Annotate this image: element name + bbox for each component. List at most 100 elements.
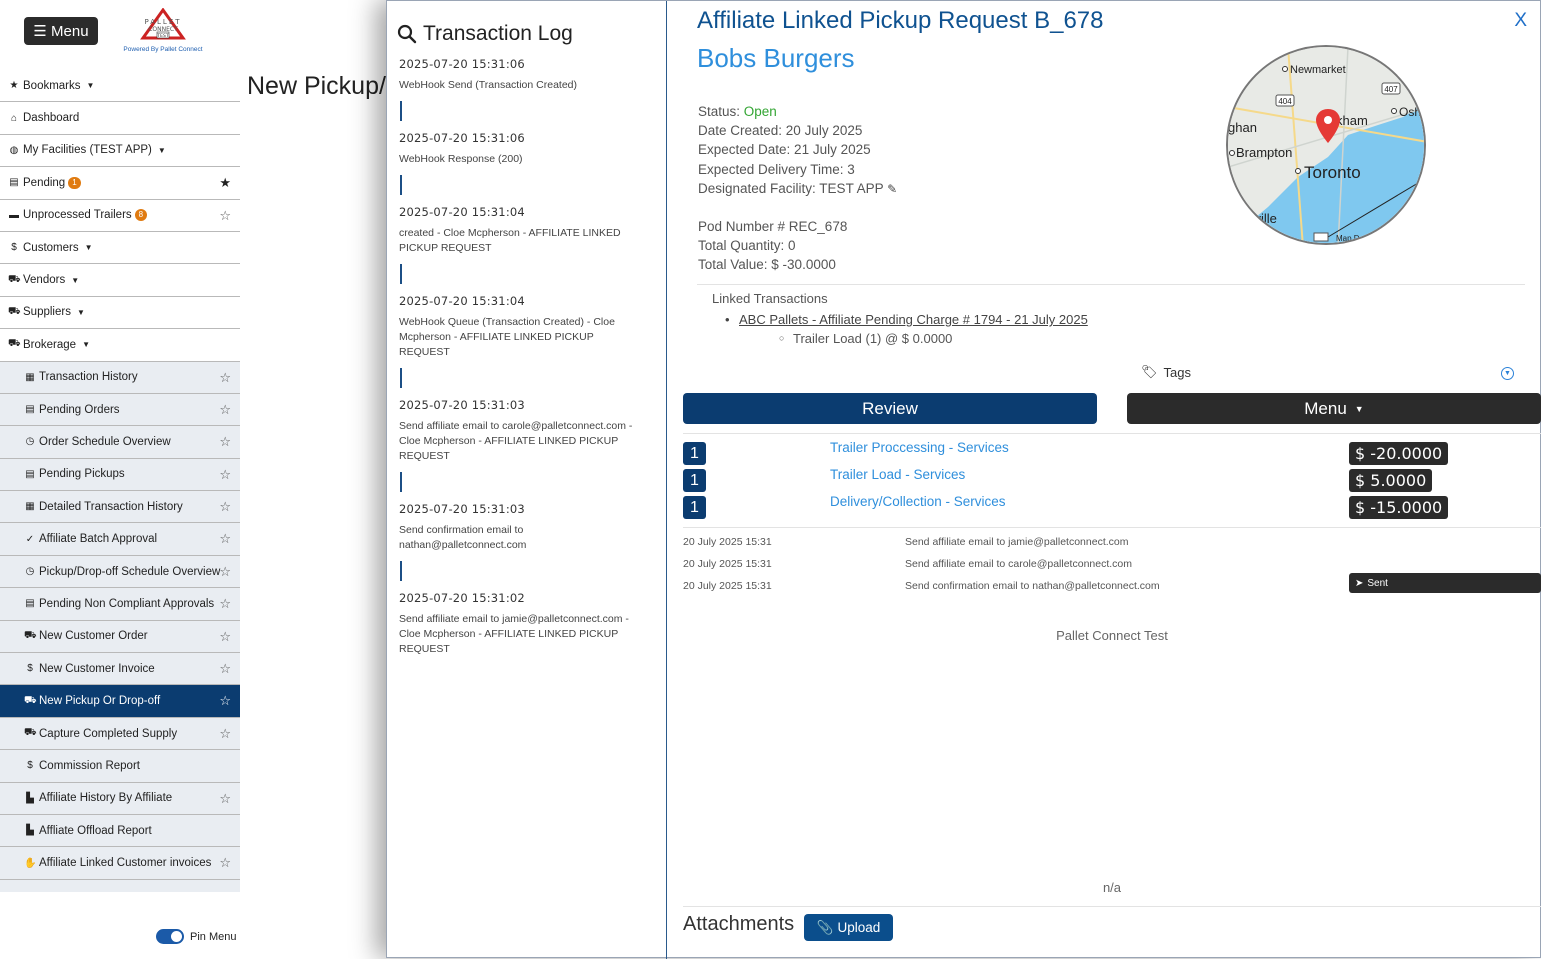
sidebar-item-my-facilities[interactable]: ◍ My Facilities (TEST APP) ▼ bbox=[0, 134, 240, 168]
sidebar-item-label: My Facilities (TEST APP) bbox=[23, 144, 152, 157]
sidebar-item-order-schedule-overview[interactable]: ◷ Order Schedule Overview ☆ bbox=[0, 426, 240, 459]
star-outline-icon[interactable]: ☆ bbox=[219, 596, 231, 612]
sidebar-item-transaction-history[interactable]: ▦ Transaction History ☆ bbox=[0, 361, 240, 394]
log-desc: Send affiliate email to carole@palletcon… bbox=[399, 420, 633, 462]
tags-dropdown-icon[interactable]: ▼ bbox=[1501, 367, 1514, 380]
star-outline-icon[interactable]: ☆ bbox=[219, 499, 231, 515]
email-message: Send affiliate email to carole@palletcon… bbox=[905, 558, 1133, 570]
sidebar-item-dashboard[interactable]: ⌂ Dashboard bbox=[0, 102, 240, 135]
pin-menu-toggle[interactable] bbox=[156, 929, 184, 944]
sidebar-item-pending-orders[interactable]: ▤ Pending Orders ☆ bbox=[0, 393, 240, 427]
map-label-407: 407 bbox=[1384, 85, 1398, 94]
sidebar-item-label: Pending Non Compliant Approvals bbox=[39, 597, 215, 610]
sidebar-item-label: Pickup/Drop-off Schedule Overview bbox=[39, 565, 221, 578]
menu-button-label: ☰ Menu bbox=[33, 23, 89, 40]
sidebar-item-customers[interactable]: $ Customers ▼ bbox=[0, 231, 240, 265]
sidebar-item-pending[interactable]: ▤ Pending 1 ★ bbox=[0, 167, 240, 200]
sidebar-item-pending-pickups[interactable]: ▤ Pending Pickups ☆ bbox=[0, 458, 240, 492]
location-map[interactable]: Newmarket 404 407 Osh ghan kham Brampton… bbox=[1226, 45, 1426, 245]
sidebar-item-pickup-dropoff-schedule-overview[interactable]: ◷ Pickup/Drop-off Schedule Overview ☆ bbox=[0, 555, 240, 589]
star-icon[interactable]: ★ bbox=[219, 175, 231, 191]
sidebar-item-suppliers[interactable]: ⛟ Suppliers ▼ bbox=[0, 296, 240, 330]
sidebar-item-affiliate-history-by-affiliate[interactable]: ▙ Affiliate History By Affiliate ☆ bbox=[0, 782, 240, 815]
star-outline-icon[interactable]: ☆ bbox=[219, 693, 231, 709]
caret-down-icon: ▼ bbox=[76, 307, 85, 317]
dollar-icon: $ bbox=[27, 663, 33, 675]
line-item-price: $ -15.0000 bbox=[1349, 496, 1449, 519]
map-label-oshawa: Osh bbox=[1399, 105, 1421, 119]
map-pin-icon[interactable] bbox=[1316, 109, 1340, 143]
star-icon: ★ bbox=[9, 80, 19, 92]
truck-icon: ⛟ bbox=[8, 273, 21, 285]
map-attribution: Map Da bbox=[1336, 234, 1365, 243]
log-time: 2025-07-20 15:31:02 bbox=[399, 591, 525, 605]
star-outline-icon[interactable]: ☆ bbox=[219, 790, 231, 806]
globe-icon: ◍ bbox=[9, 144, 19, 156]
tags-label: Tags bbox=[1163, 364, 1191, 380]
expected-date: Expected Date: 21 July 2025 bbox=[698, 142, 871, 158]
star-outline-icon[interactable]: ☆ bbox=[219, 369, 231, 385]
linked-transaction-link[interactable]: ABC Pallets - Affiliate Pending Charge #… bbox=[725, 312, 1088, 327]
request-menu-button[interactable]: Menu ▼ bbox=[1127, 393, 1541, 424]
dollar-icon: $ bbox=[27, 760, 33, 772]
log-entry: 2025-07-20 15:31:03 Send confirmation em… bbox=[399, 502, 639, 581]
check-icon: ✓ bbox=[25, 533, 35, 545]
transaction-log-panel: Transaction Log 2025-07-20 15:31:06 WebH… bbox=[387, 1, 667, 959]
star-outline-icon[interactable]: ☆ bbox=[219, 466, 231, 482]
dolly-icon: ⛟ bbox=[24, 629, 37, 641]
upload-button[interactable]: 📎 Upload bbox=[804, 914, 893, 941]
edit-icon[interactable]: ✎ bbox=[887, 181, 898, 196]
sidebar-item-unprocessed-trailers[interactable]: ▬ Unprocessed Trailers 8 ☆ bbox=[0, 199, 240, 232]
email-date: 20 July 2025 15:31 bbox=[683, 558, 772, 570]
clock-icon: ◷ bbox=[25, 436, 35, 448]
sidebar-item-pending-non-compliant-approvals[interactable]: ▤ Pending Non Compliant Approvals ☆ bbox=[0, 588, 240, 621]
sidebar-item-new-customer-order[interactable]: ⛟ New Customer Order ☆ bbox=[0, 620, 240, 654]
line-item-service[interactable]: Trailer Load - Services bbox=[830, 467, 966, 482]
sidebar-item-partial[interactable] bbox=[0, 879, 240, 892]
sidebar-item-label: Affiliate Linked Customer invoices bbox=[39, 857, 212, 870]
sidebar-item-vendors[interactable]: ⛟ Vendors ▼ bbox=[0, 264, 240, 297]
star-outline-icon[interactable]: ☆ bbox=[219, 434, 231, 450]
sidebar-item-new-pickup-or-drop-off[interactable]: ⛟ New Pickup Or Drop-off ☆ bbox=[0, 685, 240, 718]
review-button[interactable]: Review bbox=[683, 393, 1097, 424]
count-badge: 8 bbox=[134, 209, 148, 222]
sidebar-item-capture-completed-supply[interactable]: ⛟ Capture Completed Supply ☆ bbox=[0, 717, 240, 751]
pin-menu[interactable]: Pin Menu bbox=[156, 929, 236, 944]
sent-label: Sent bbox=[1367, 577, 1388, 589]
line-item-service[interactable]: Trailer Proccessing - Services bbox=[830, 440, 1009, 455]
sidebar-item-affiliate-linked-customer-invoices[interactable]: ✋ Affiliate Linked Customer invoices ☆ bbox=[0, 847, 240, 880]
star-outline-icon[interactable]: ☆ bbox=[219, 207, 231, 223]
sidebar-item-commission-report[interactable]: $ Commission Report bbox=[0, 750, 240, 783]
star-outline-icon[interactable]: ☆ bbox=[219, 563, 231, 579]
sidebar-item-affliate-offload-report[interactable]: ▙ Affliate Offload Report bbox=[0, 814, 240, 848]
sidebar-item-affiliate-batch-approval[interactable]: ✓ Affiliate Batch Approval ☆ bbox=[0, 523, 240, 556]
logo[interactable]: PALLET CONNECT TEST Powered By Pallet Co… bbox=[118, 8, 208, 56]
map-label-oakville: kville bbox=[1248, 211, 1277, 226]
customer-name[interactable]: Bobs Burgers bbox=[697, 43, 855, 73]
star-outline-icon[interactable]: ☆ bbox=[219, 628, 231, 644]
star-outline-icon[interactable]: ☆ bbox=[219, 401, 231, 417]
designated-facility: Designated Facility: TEST APP bbox=[698, 180, 884, 196]
star-outline-icon[interactable]: ☆ bbox=[219, 661, 231, 677]
email-message: Send affiliate email to jamie@palletconn… bbox=[905, 536, 1129, 548]
sidebar-item-new-customer-invoice[interactable]: $ New Customer Invoice ☆ bbox=[0, 653, 240, 686]
expected-delivery-time: Expected Delivery Time: 3 bbox=[698, 161, 855, 177]
star-outline-icon[interactable]: ☆ bbox=[219, 531, 231, 547]
star-outline-icon[interactable]: ☆ bbox=[219, 725, 231, 741]
sidebar-item-label: Unprocessed Trailers bbox=[23, 209, 132, 222]
log-time: 2025-07-20 15:31:04 bbox=[399, 205, 525, 219]
menu-button[interactable]: ☰ Menu bbox=[24, 17, 98, 45]
home-icon: ⌂ bbox=[10, 112, 18, 124]
sidebar-item-brokerage[interactable]: ⛟ Brokerage ▼ bbox=[0, 329, 240, 362]
map-label-brampton: Brampton bbox=[1236, 145, 1292, 160]
log-time: 2025-07-20 15:31:06 bbox=[399, 131, 525, 145]
sidebar-item-detailed-transaction-history[interactable]: ▦ Detailed Transaction History ☆ bbox=[0, 491, 240, 524]
close-button[interactable]: X bbox=[1514, 10, 1527, 31]
star-outline-icon[interactable]: ☆ bbox=[219, 855, 231, 871]
sidebar-item-label: Affiliate History By Affiliate bbox=[39, 792, 173, 805]
sidebar-item-bookmarks[interactable]: ★ Bookmarks ▼ bbox=[0, 70, 240, 103]
line-item-price: $ -20.0000 bbox=[1349, 442, 1449, 465]
line-item-quantity: 1 bbox=[683, 469, 706, 492]
tags-section[interactable]: 🏷 Tags bbox=[1141, 364, 1191, 380]
line-item-service[interactable]: Delivery/Collection - Services bbox=[830, 494, 1006, 509]
